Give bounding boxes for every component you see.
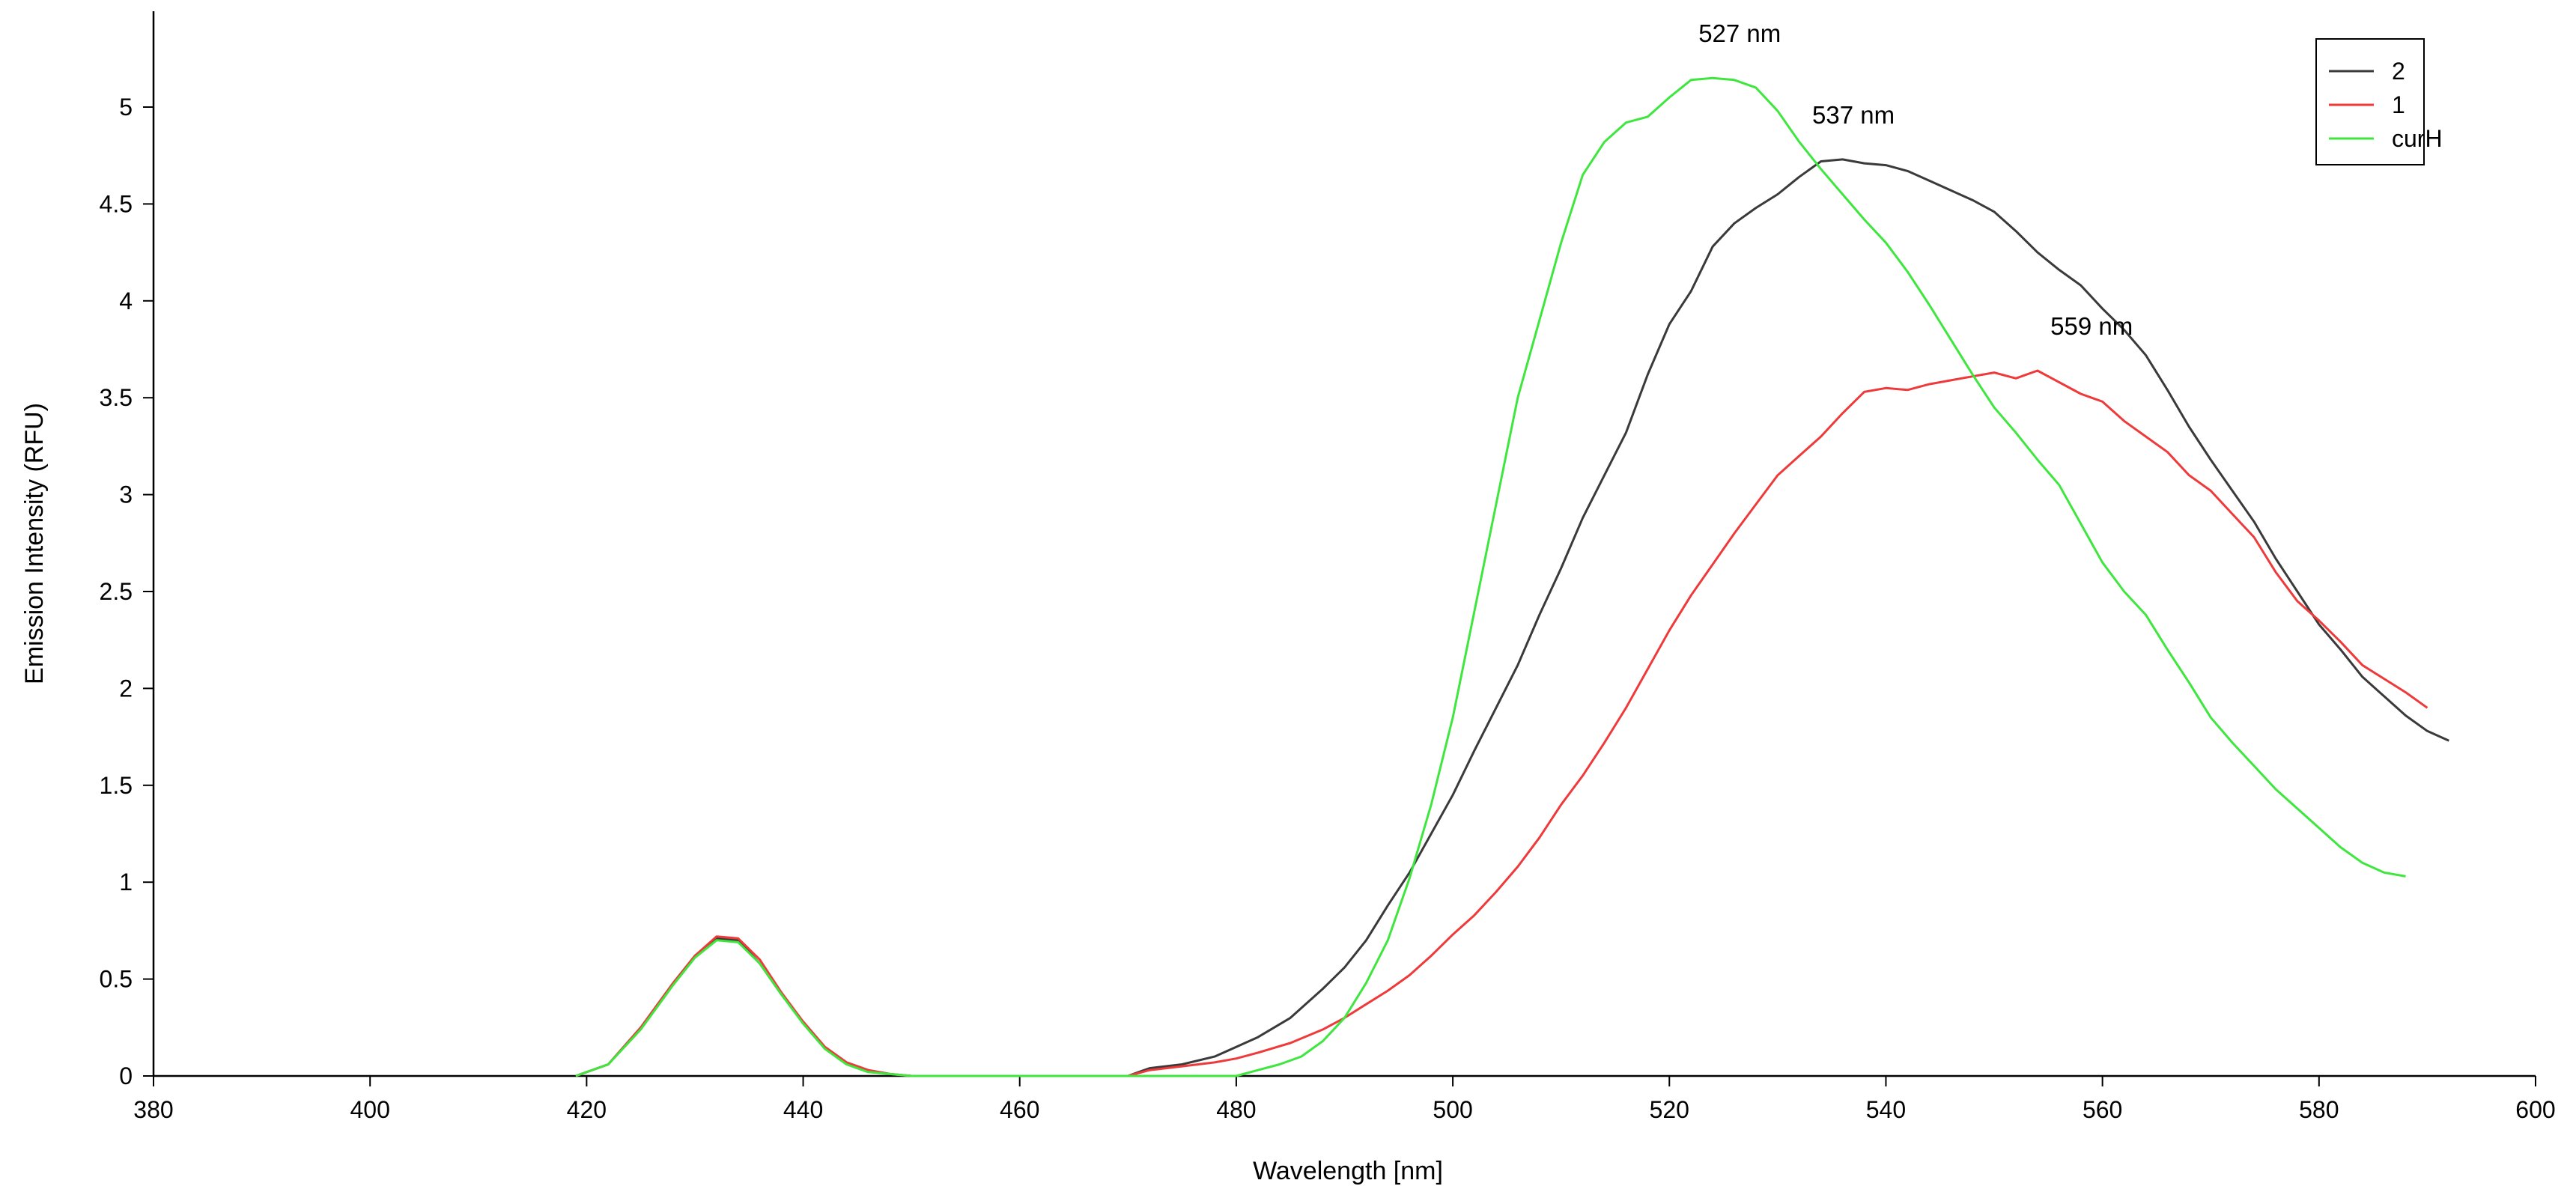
y-tick-label: 0.5 <box>100 966 133 993</box>
x-ticks: 380 400 420 440 460 480 500 520 540 560 580 600 <box>133 1076 2556 1123</box>
y-tick-label: 2.5 <box>100 578 133 605</box>
x-tick-label: 520 <box>1650 1096 1689 1123</box>
y-tick-label: 0 <box>119 1062 133 1089</box>
legend-label: curH <box>2392 125 2443 152</box>
y-tick-label: 1 <box>119 869 133 896</box>
series-line-1 <box>575 369 2428 1077</box>
y-tick-label: 4.5 <box>100 190 133 217</box>
y-tick-label: 4 <box>119 288 133 314</box>
x-tick-label: 420 <box>567 1096 607 1123</box>
peak-annotations: 527 nm 537 nm 559 nm <box>1698 19 2133 340</box>
legend: 2 1 curH <box>2315 38 2443 165</box>
x-tick-label: 480 <box>1216 1096 1256 1123</box>
x-tick-label: 460 <box>1000 1096 1039 1123</box>
y-ticks: 0 0.5 1 1.5 2 2.5 3 3.5 4 4.5 5 <box>100 94 154 1089</box>
y-tick-label: 5 <box>119 94 133 121</box>
x-tick-label: 580 <box>2299 1096 2339 1123</box>
x-tick-label: 380 <box>133 1096 173 1123</box>
x-tick-label: 500 <box>1433 1096 1472 1123</box>
x-tick-label: 440 <box>783 1096 823 1123</box>
x-tick-label: 540 <box>1866 1096 1906 1123</box>
legend-label: 1 <box>2392 91 2405 118</box>
series-lines <box>575 76 2449 1077</box>
series-line-2 <box>575 158 2449 1077</box>
legend-box <box>2315 38 2425 165</box>
peak-label: 559 nm <box>2050 312 2133 340</box>
x-tick-label: 560 <box>2083 1096 2122 1123</box>
y-tick-label: 3 <box>119 481 133 508</box>
x-axis-title: Wavelength [nm] <box>1253 1157 1443 1185</box>
peak-label: 527 nm <box>1698 19 1781 47</box>
x-tick-label: 400 <box>350 1096 389 1123</box>
peak-label: 537 nm <box>1812 101 1895 129</box>
legend-label: 2 <box>2392 58 2405 85</box>
y-tick-label: 2 <box>119 675 133 702</box>
series-line-curh <box>575 76 2406 1077</box>
x-tick-label: 600 <box>2515 1096 2555 1123</box>
y-tick-label: 3.5 <box>100 384 133 411</box>
y-tick-label: 1.5 <box>100 772 133 799</box>
axes <box>152 11 2536 1077</box>
y-axis-title: Emission Intensity (RFU) <box>20 403 49 684</box>
